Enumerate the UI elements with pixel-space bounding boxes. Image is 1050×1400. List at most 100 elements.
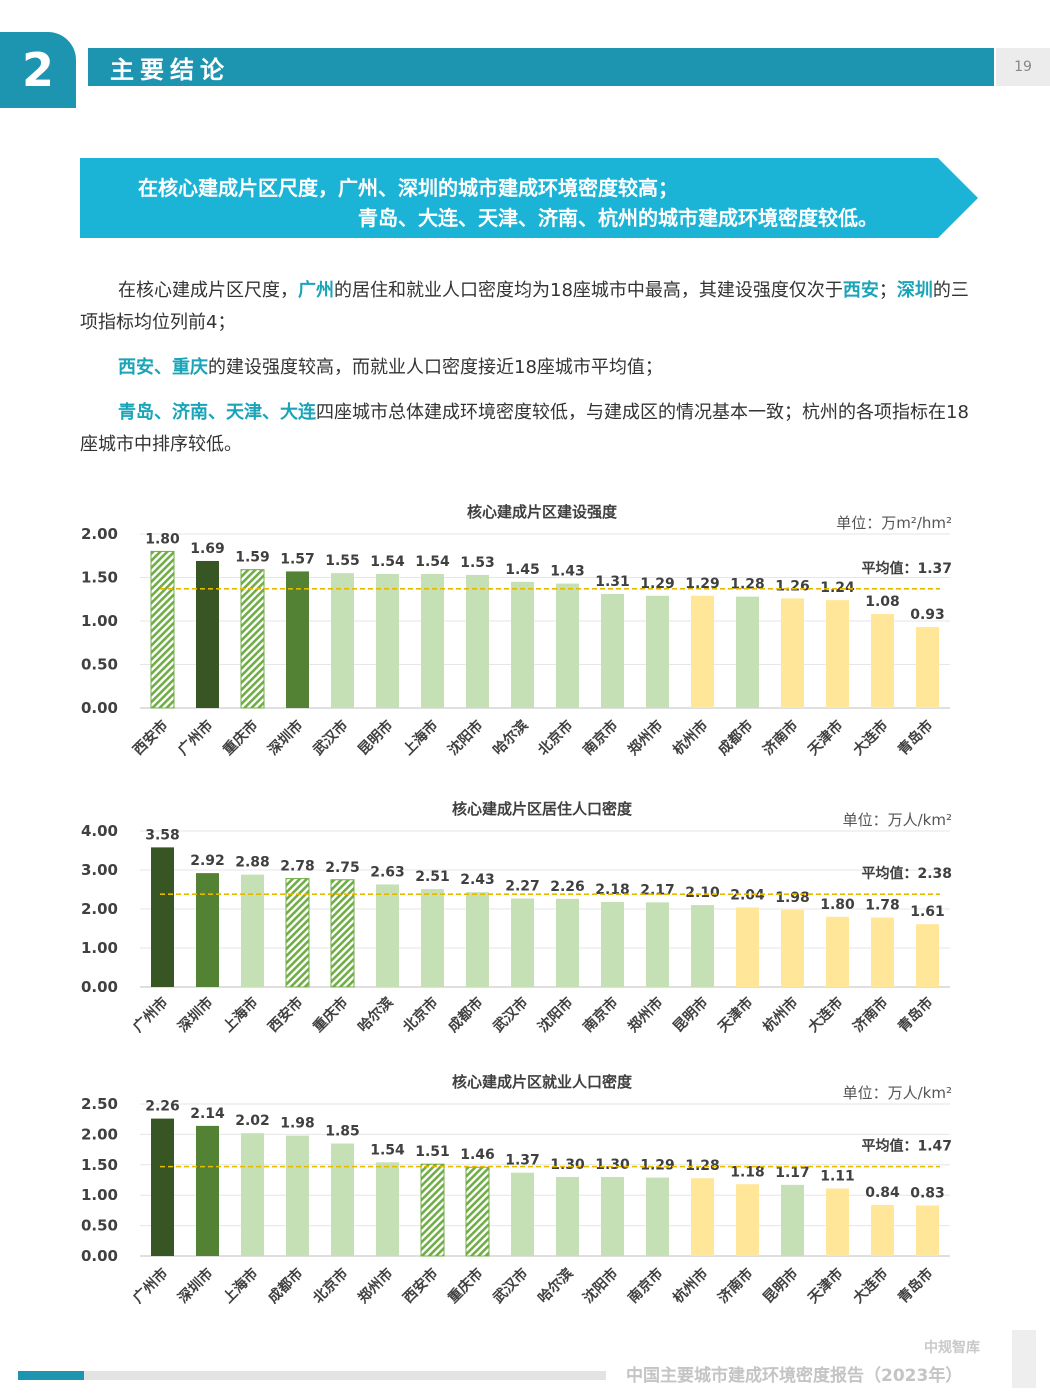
x-category-label: 上海市	[220, 994, 262, 1036]
highlight-text: 西安、重庆	[118, 357, 208, 378]
section-title: 主要结论	[88, 48, 994, 86]
x-category-label: 武汉市	[490, 1265, 532, 1307]
average-label: 平均值：2.38	[861, 865, 952, 882]
x-category-label: 济南市	[850, 994, 892, 1036]
x-category-label: 重庆市	[220, 717, 262, 759]
bar-广州市	[151, 1118, 174, 1256]
data-label: 1.31	[595, 574, 630, 590]
x-category-label: 杭州市	[670, 1265, 712, 1307]
chart-unit: 单位：万人/km²	[843, 811, 952, 829]
bar-武汉市	[511, 898, 534, 987]
bar-昆明市	[781, 1184, 804, 1256]
bar-郑州市	[376, 1162, 399, 1256]
bar-北京市	[421, 889, 444, 987]
bar-大连市	[826, 916, 849, 987]
footer-divider	[84, 1371, 606, 1380]
data-label: 1.29	[685, 576, 720, 592]
x-category-label: 西安市	[400, 1265, 442, 1307]
y-tick-label: 2.50	[81, 1095, 118, 1113]
bar-青岛市	[916, 627, 939, 708]
chart-unit: 单位：万人/km²	[843, 1084, 952, 1102]
bar-南京市	[646, 1177, 669, 1256]
body-text-run: 的三项指标均位列前4；	[80, 280, 969, 333]
data-label: 1.57	[280, 551, 315, 567]
bar-广州市	[196, 560, 219, 708]
y-tick-label: 2.00	[81, 1125, 118, 1143]
y-tick-label: 1.00	[81, 1186, 118, 1204]
data-label: 1.26	[775, 578, 810, 594]
x-category-label: 西安市	[265, 994, 307, 1036]
data-label: 1.53	[460, 555, 495, 571]
x-category-label: 天津市	[805, 1265, 847, 1307]
x-category-label: 郑州市	[355, 1265, 397, 1307]
bar-北京市	[556, 583, 579, 708]
data-label: 1.11	[820, 1169, 855, 1185]
x-category-label: 青岛市	[895, 1265, 937, 1307]
x-category-label: 上海市	[220, 1265, 262, 1307]
bar-天津市	[826, 600, 849, 708]
x-category-label: 北京市	[535, 717, 577, 759]
x-category-label: 昆明市	[760, 1265, 802, 1307]
x-category-label: 济南市	[760, 717, 802, 759]
bar-郑州市	[646, 902, 669, 987]
x-category-label: 广州市	[130, 994, 172, 1036]
chart-title: 核心建成片区就业人口密度	[452, 1073, 633, 1091]
data-label: 2.92	[190, 853, 225, 869]
data-label: 2.88	[235, 855, 270, 871]
data-label: 2.14	[190, 1106, 225, 1122]
x-category-label: 昆明市	[670, 994, 712, 1036]
x-category-label: 重庆市	[445, 1265, 487, 1307]
x-category-label: 大连市	[850, 1265, 892, 1307]
banner-line-2: 青岛、大连、天津、济南、杭州的城市建成环境密度较低。	[358, 206, 878, 230]
bar-沈阳市	[466, 574, 489, 708]
data-label: 1.24	[820, 580, 855, 596]
data-label: 1.51	[415, 1144, 450, 1160]
data-label: 1.45	[505, 562, 540, 578]
data-label: 2.18	[595, 882, 630, 898]
data-label: 1.98	[280, 1116, 315, 1132]
body-text-run: ；	[878, 280, 897, 301]
y-tick-label: 1.50	[81, 569, 118, 587]
bar-杭州市	[781, 909, 804, 987]
bar-杭州市	[691, 595, 714, 708]
data-label: 1.29	[640, 1158, 675, 1174]
x-category-label: 杭州市	[760, 994, 802, 1036]
data-label: 1.61	[910, 904, 945, 920]
bar-西安市	[150, 550, 175, 709]
bar-上海市	[241, 1133, 264, 1256]
bar-沈阳市	[556, 898, 579, 987]
conclusion-banner: 在核心建成片区尺度，广州、深圳的城市建成环境密度较高； 青岛、大连、天津、济南、…	[80, 158, 978, 238]
data-label: 1.37	[505, 1153, 540, 1169]
data-label: 2.43	[460, 872, 495, 888]
page-number: 19	[996, 48, 1050, 86]
bar-深圳市	[196, 1125, 219, 1256]
bar-北京市	[331, 1143, 354, 1256]
x-category-label: 大连市	[850, 717, 892, 759]
highlight-text: 西安	[842, 280, 879, 301]
average-label: 平均值：1.47	[861, 1138, 952, 1155]
x-category-label: 西安市	[130, 717, 172, 759]
x-category-label: 哈尔滨	[535, 1265, 577, 1307]
footer-accent-bar	[18, 1371, 84, 1380]
data-label: 1.46	[460, 1147, 495, 1163]
highlight-text: 青岛、济南、天津、大连	[118, 402, 316, 423]
data-label: 1.98	[775, 890, 810, 906]
average-label: 平均值：1.37	[861, 560, 952, 577]
paragraph-2: 西安、重庆的建设强度较高，而就业人口密度接近18座城市平均值；	[80, 352, 985, 384]
x-category-label: 郑州市	[625, 717, 667, 759]
y-tick-label: 4.00	[81, 822, 118, 840]
footer-brand: 中规智库	[924, 1340, 980, 1356]
bar-成都市	[466, 892, 489, 987]
bar-沈阳市	[601, 1176, 624, 1256]
paragraph-3: 青岛、济南、天津、大连四座城市总体建成环境密度较低，与建成区的情况基本一致；杭州…	[80, 397, 985, 461]
x-category-label: 沈阳市	[580, 1265, 622, 1307]
y-tick-label: 0.50	[81, 656, 118, 674]
x-category-label: 青岛市	[895, 994, 937, 1036]
chart-title: 核心建成片区居住人口密度	[452, 800, 633, 818]
data-label: 1.43	[550, 564, 585, 580]
data-label: 1.18	[730, 1164, 765, 1180]
bar-上海市	[241, 874, 264, 987]
data-label: 1.28	[685, 1158, 720, 1174]
